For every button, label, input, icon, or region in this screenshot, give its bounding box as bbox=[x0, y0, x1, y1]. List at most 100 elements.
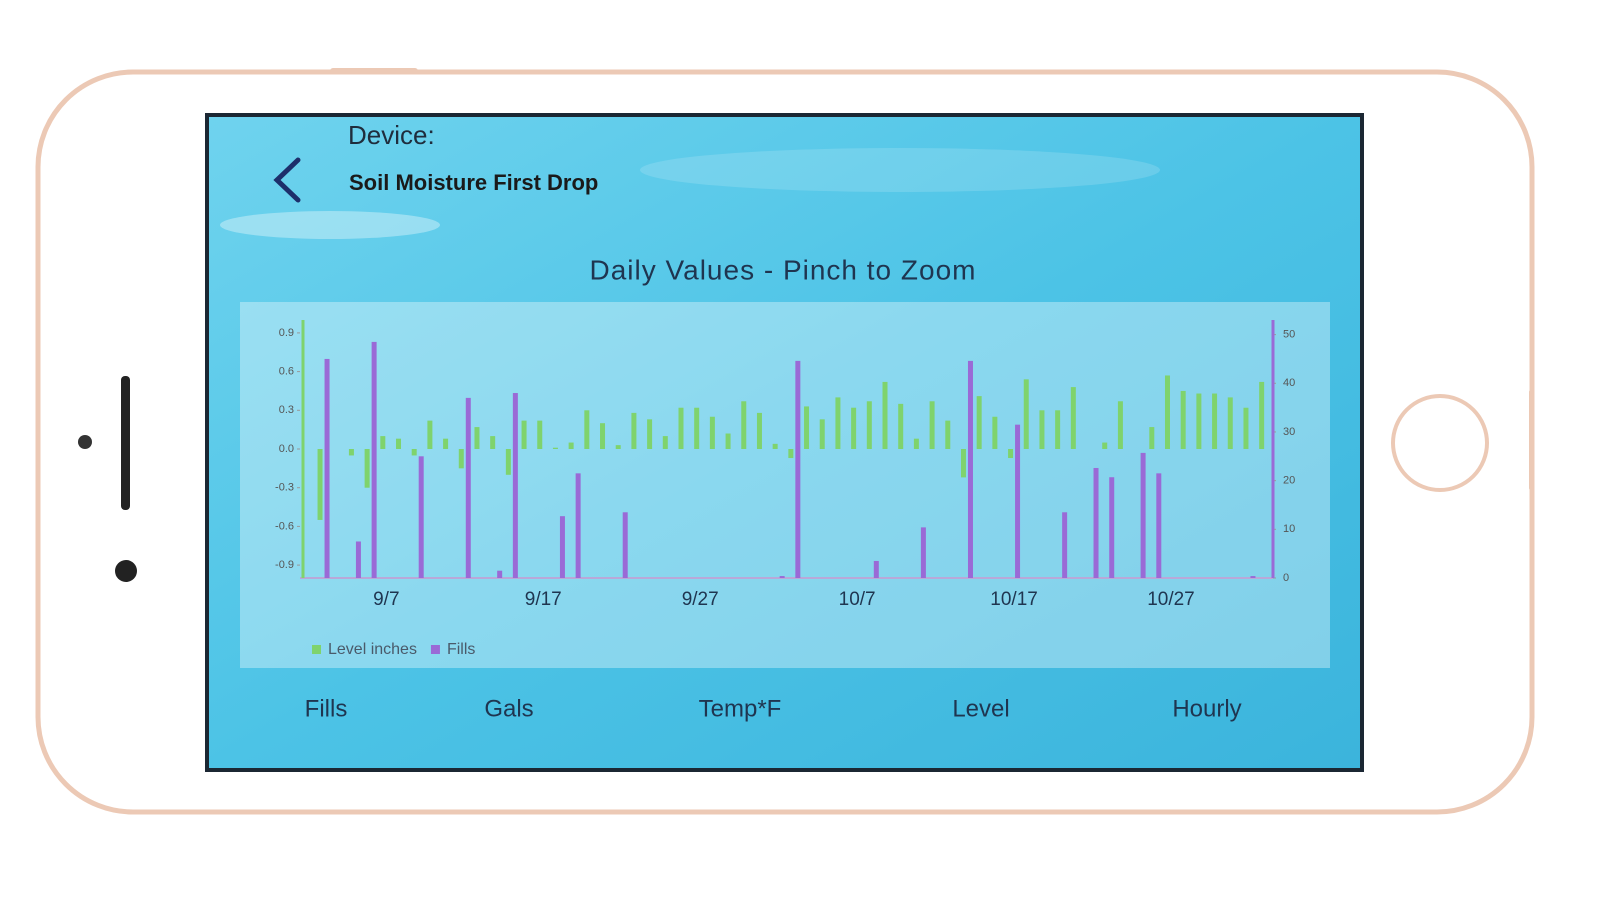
bar bbox=[317, 449, 323, 520]
bar bbox=[474, 427, 480, 449]
bar bbox=[1259, 381, 1265, 449]
bar bbox=[1008, 449, 1014, 459]
bar bbox=[1039, 410, 1045, 449]
bar bbox=[490, 436, 496, 449]
tab[interactable]: Fills bbox=[305, 695, 348, 722]
back-button[interactable] bbox=[273, 157, 301, 203]
y-tick-label: 0.9 bbox=[279, 327, 294, 339]
bar bbox=[898, 403, 904, 449]
sensor bbox=[78, 435, 92, 449]
y2-tick-label: 30 bbox=[1283, 426, 1295, 438]
bar bbox=[1212, 393, 1218, 449]
bar bbox=[512, 393, 518, 578]
bar bbox=[443, 438, 449, 449]
x-tick-label: 9/27 bbox=[682, 589, 719, 610]
bar bbox=[1023, 379, 1029, 449]
y2-tick-label: 10 bbox=[1283, 523, 1295, 535]
cloud bbox=[220, 211, 440, 239]
bar bbox=[631, 412, 637, 449]
tab[interactable]: Hourly bbox=[1172, 695, 1241, 722]
bar bbox=[1180, 390, 1186, 449]
bar bbox=[779, 576, 785, 578]
bar bbox=[355, 541, 361, 578]
phone-button bbox=[1529, 390, 1534, 490]
bar bbox=[505, 449, 511, 475]
bar bbox=[725, 433, 731, 449]
bar bbox=[866, 401, 872, 449]
bar bbox=[1062, 512, 1068, 578]
home-button[interactable] bbox=[1391, 394, 1489, 492]
x-tick-label: 9/17 bbox=[525, 589, 562, 610]
chart-panel bbox=[240, 302, 1330, 668]
bar bbox=[622, 512, 628, 578]
tab[interactable]: Temp*F bbox=[699, 695, 782, 722]
bar bbox=[976, 396, 982, 449]
bar bbox=[537, 420, 543, 449]
bar bbox=[1070, 387, 1076, 449]
bar bbox=[992, 416, 998, 449]
bar bbox=[945, 420, 951, 449]
bar bbox=[873, 560, 879, 578]
bar bbox=[647, 419, 653, 449]
bar bbox=[584, 410, 590, 449]
bar bbox=[465, 397, 471, 578]
bar bbox=[835, 397, 841, 449]
tab[interactable]: Level bbox=[952, 695, 1009, 722]
bar bbox=[1149, 427, 1155, 449]
y-tick-label: -0.6 bbox=[275, 520, 294, 532]
bar bbox=[497, 570, 503, 578]
bar bbox=[819, 419, 825, 449]
bar bbox=[1164, 375, 1170, 449]
bar bbox=[458, 449, 464, 469]
phone-button bbox=[330, 68, 418, 74]
bar bbox=[380, 436, 386, 449]
bar bbox=[559, 516, 565, 578]
bar bbox=[615, 445, 621, 449]
bar bbox=[1243, 407, 1249, 449]
y2-tick-label: 0 bbox=[1283, 572, 1289, 584]
bar bbox=[324, 358, 330, 578]
y-tick-label: 0.0 bbox=[279, 443, 294, 455]
speaker bbox=[121, 376, 130, 510]
tab[interactable]: Gals bbox=[484, 695, 533, 722]
bar bbox=[788, 449, 794, 459]
legend-label: Fills bbox=[447, 641, 475, 658]
bar bbox=[1250, 576, 1256, 578]
bar bbox=[427, 420, 433, 449]
y2-tick-label: 40 bbox=[1283, 377, 1295, 389]
bar bbox=[694, 407, 700, 449]
y-tick-label: -0.9 bbox=[275, 559, 294, 571]
x-tick-label: 10/7 bbox=[839, 589, 876, 610]
bar bbox=[920, 527, 926, 578]
bar bbox=[521, 420, 527, 449]
device-label: Device: bbox=[348, 120, 435, 150]
bar bbox=[882, 381, 888, 449]
bar bbox=[600, 423, 606, 449]
x-tick-label: 9/7 bbox=[373, 589, 399, 610]
bar bbox=[411, 449, 417, 456]
bar bbox=[795, 360, 801, 578]
bar bbox=[929, 401, 935, 449]
cloud bbox=[640, 148, 1160, 192]
y-tick-label: 0.3 bbox=[279, 404, 294, 416]
bar bbox=[662, 436, 668, 449]
bar bbox=[552, 447, 558, 449]
bar bbox=[851, 407, 857, 449]
bar bbox=[568, 442, 574, 449]
bar bbox=[1117, 401, 1123, 449]
camera bbox=[115, 560, 137, 582]
bar bbox=[575, 473, 581, 578]
bar bbox=[364, 449, 370, 488]
legend-label: Level inches bbox=[328, 641, 417, 658]
bar bbox=[1102, 442, 1108, 449]
y2-tick-label: 20 bbox=[1283, 475, 1295, 487]
bar bbox=[371, 341, 377, 578]
bar bbox=[1196, 393, 1202, 449]
x-tick-label: 10/27 bbox=[1147, 589, 1195, 610]
chart-title: Daily Values - Pinch to Zoom bbox=[590, 254, 977, 285]
device-name: Soil Moisture First Drop bbox=[349, 170, 598, 195]
x-tick-label: 10/17 bbox=[990, 589, 1038, 610]
bar bbox=[1109, 477, 1115, 578]
bar bbox=[396, 438, 402, 449]
